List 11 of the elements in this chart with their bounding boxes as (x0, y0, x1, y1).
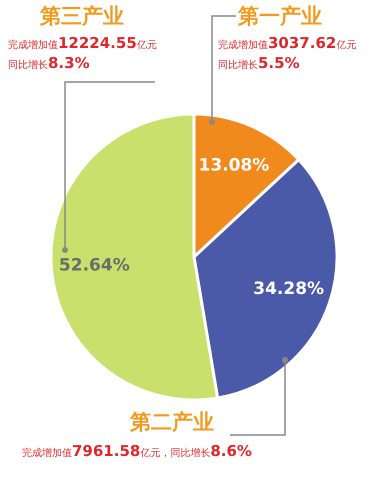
text: 同比增长8.3% (8, 54, 90, 72)
slice-label: 第二产业 (130, 409, 214, 436)
slice-label: 第一产业 (238, 3, 322, 30)
data-label: 52.64% (58, 255, 130, 276)
data-label: 34.28% (253, 279, 324, 300)
slice-label: 第三产业 (40, 3, 124, 30)
text: 同比增长5.5% (218, 54, 300, 72)
text: 完成增加值7961.58亿元，同比增长8.6% (22, 442, 252, 460)
text: 完成增加值12224.55亿元 (8, 34, 157, 52)
data-label: 13.08% (198, 155, 270, 176)
text: 完成增加值3037.62亿元 (218, 34, 356, 52)
